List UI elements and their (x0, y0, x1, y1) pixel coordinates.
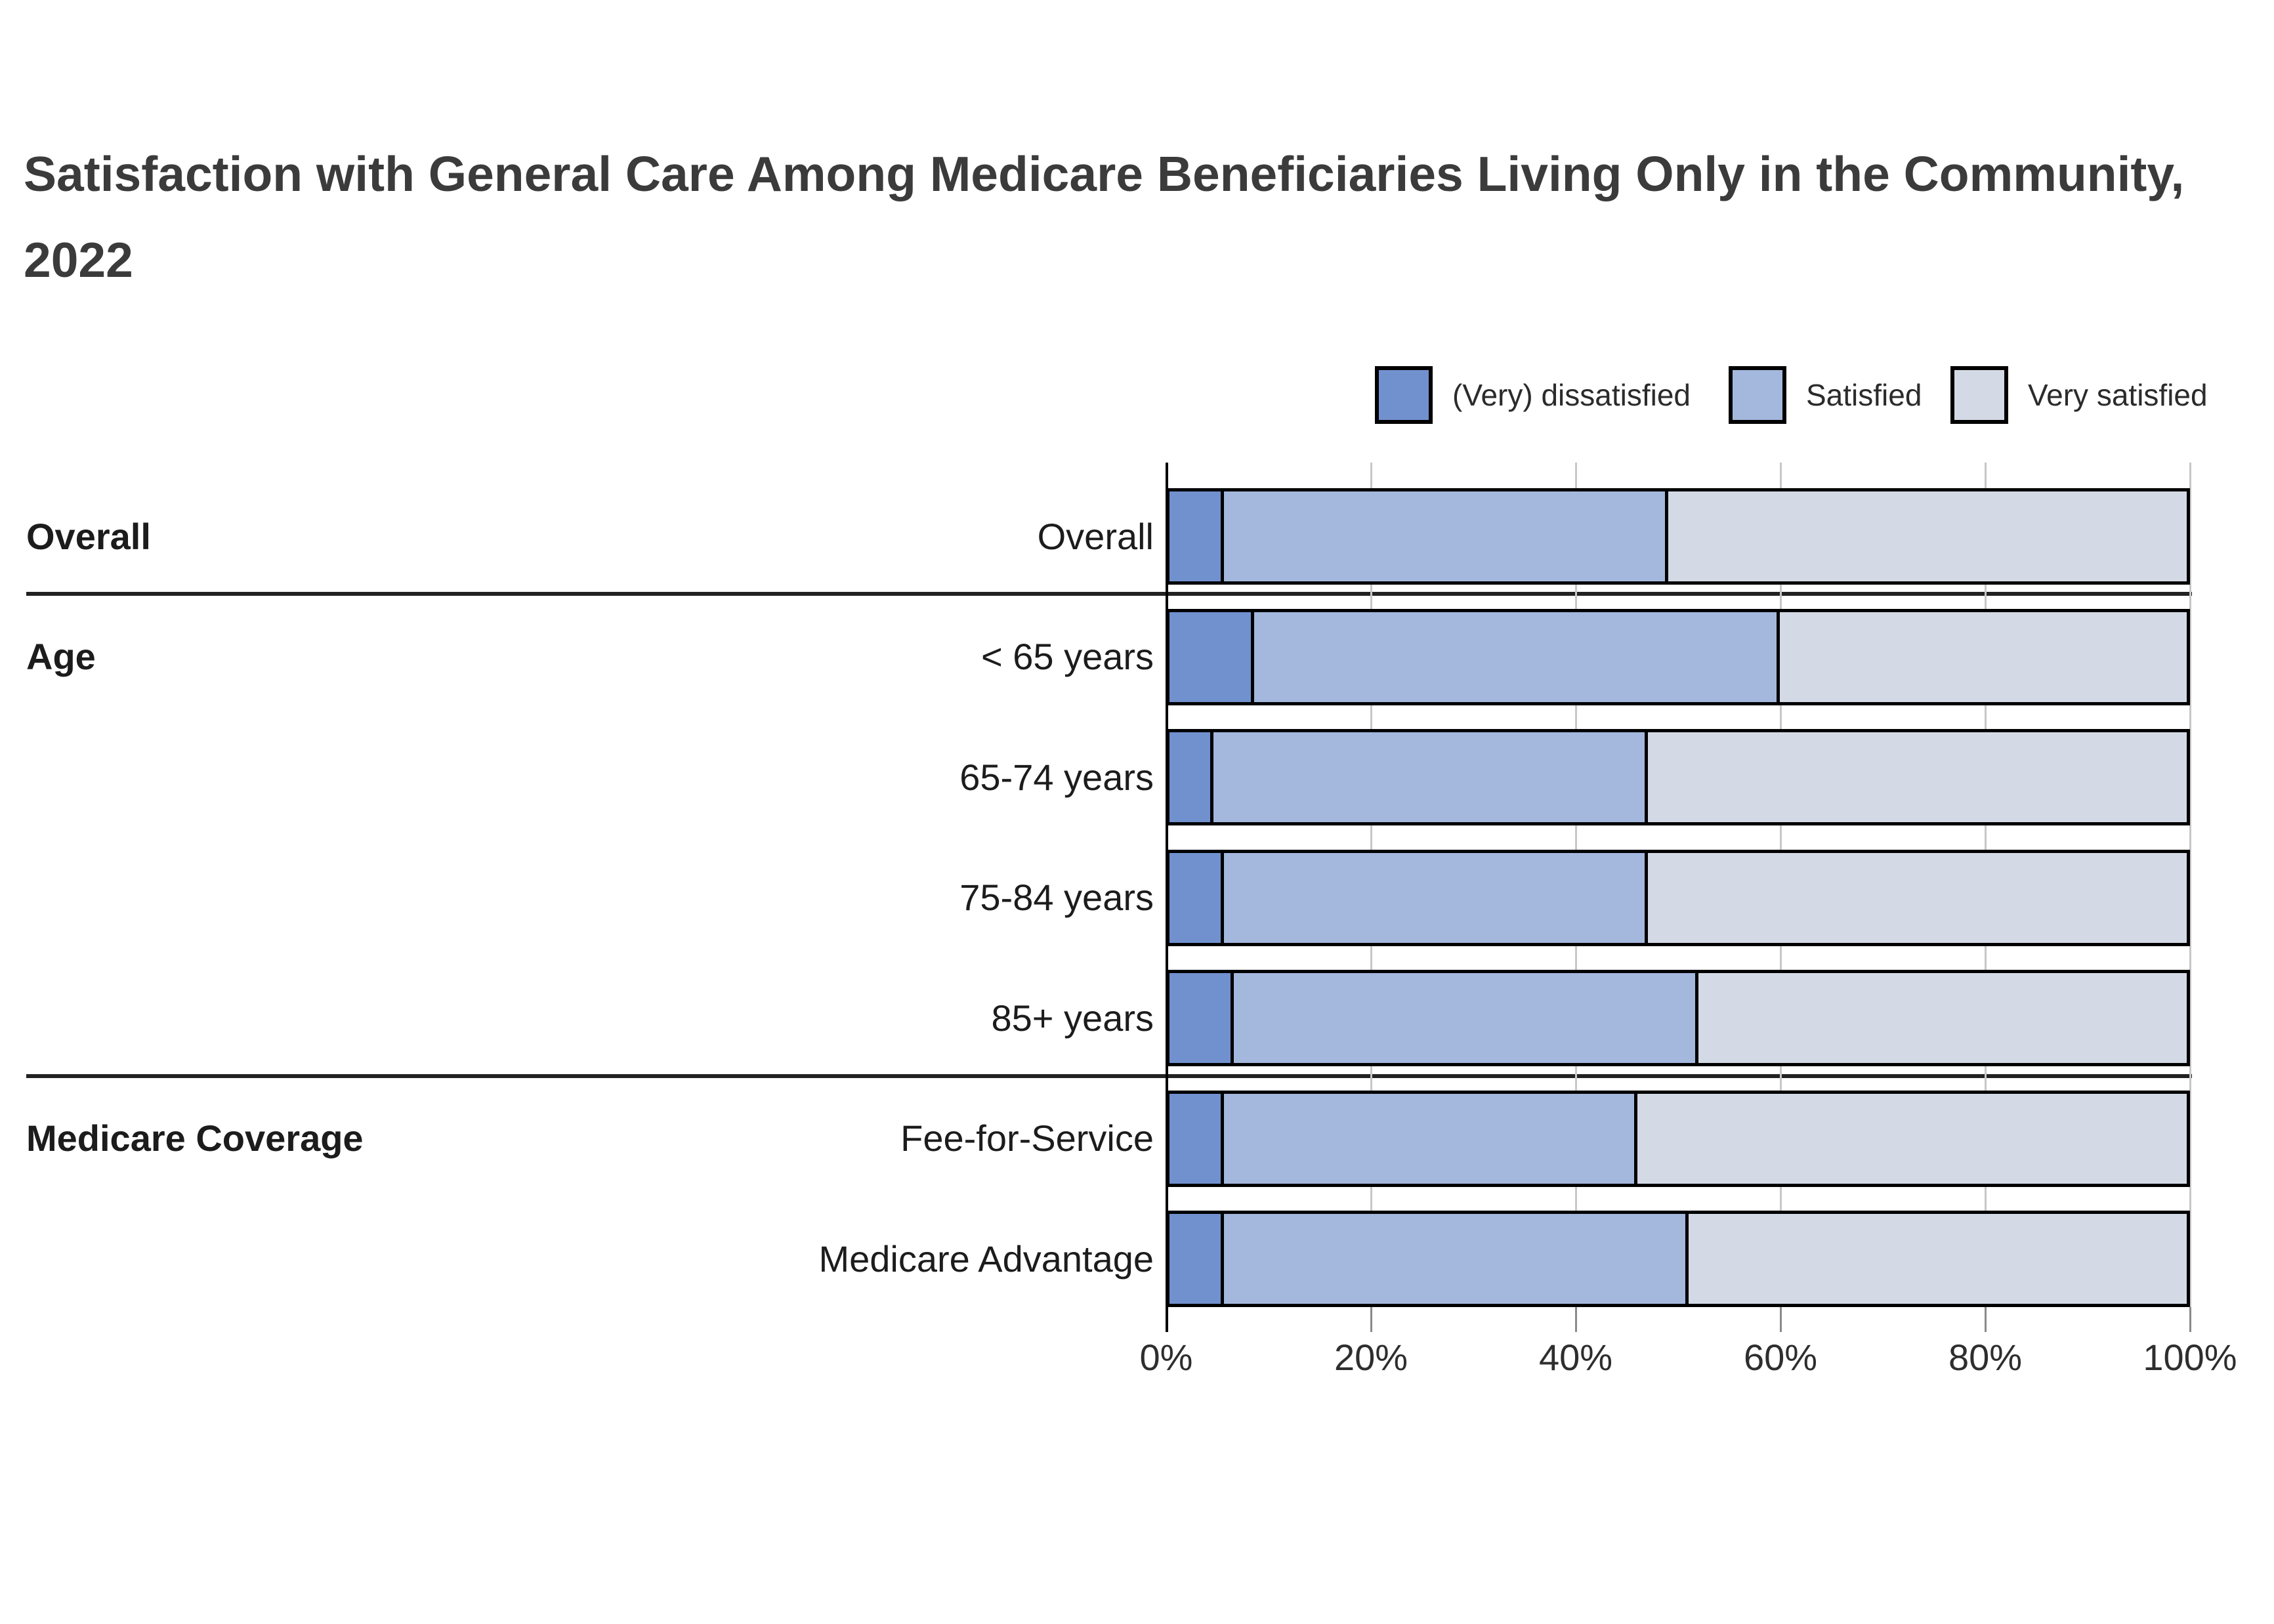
segment-very-satisfied (1637, 1093, 2187, 1184)
plot-area (1166, 463, 2191, 1307)
legend-swatch-icon (1729, 366, 1786, 424)
group-label-overall: Overall (26, 515, 151, 557)
bar--65-years (1166, 608, 2190, 705)
segment-satisfied (1220, 1093, 1637, 1184)
bar-overall (1166, 488, 2190, 585)
axis-tick-label-40: 40% (1538, 1337, 1613, 1378)
row-label-65-74-years: 65-74 years (959, 756, 1154, 798)
segment--very-dissatisfied (1169, 491, 1221, 581)
segment-very-satisfied (1688, 1214, 2187, 1304)
segment-very-satisfied (1668, 491, 2187, 581)
legend-item-satisfied: Satisfied (1729, 366, 1922, 424)
axis-tick-label-20: 20% (1334, 1337, 1408, 1378)
axis-tick-label-0: 0% (1139, 1337, 1193, 1378)
segment-very-satisfied (1647, 852, 2187, 943)
segment-satisfied (1220, 852, 1648, 943)
group-divider-2 (26, 1074, 2192, 1078)
segment-satisfied (1220, 1214, 1689, 1304)
segment-very-satisfied (1780, 612, 2187, 702)
row-label--65-years: < 65 years (980, 636, 1154, 677)
legend-swatch-icon (1375, 366, 1433, 424)
axis-tick-40 (1575, 1307, 1577, 1332)
bar-75-84-years (1166, 849, 2190, 946)
gridline-100 (2189, 463, 2191, 1307)
chart-title: Satisfaction with General Care Among Med… (24, 146, 2185, 288)
bar-85-years (1166, 970, 2190, 1066)
segment-satisfied (1231, 973, 1698, 1063)
segment-satisfied (1210, 732, 1648, 822)
segment-very-satisfied (1698, 973, 2187, 1063)
axis-tick-label-80: 80% (1948, 1337, 2023, 1378)
axis-tick-20 (1370, 1307, 1372, 1332)
segment-satisfied (1251, 612, 1780, 702)
row-label-medicare-advantage: Medicare Advantage (818, 1238, 1154, 1280)
segment--very-dissatisfied (1169, 1093, 1221, 1184)
legend-swatch-icon (1950, 366, 2008, 424)
row-label-85-years: 85+ years (991, 997, 1154, 1039)
axis-tick-60 (1780, 1307, 1782, 1332)
bar-65-74-years (1166, 729, 2190, 825)
group-label-medicare-coverage: Medicare Coverage (26, 1117, 364, 1159)
segment--very-dissatisfied (1169, 612, 1251, 702)
segment-satisfied (1220, 491, 1668, 581)
group-label-age: Age (26, 636, 96, 677)
row-label-75-84-years: 75-84 years (959, 877, 1154, 918)
legend-item--very-dissatisfied: (Very) dissatisfied (1375, 366, 1691, 424)
segment--very-dissatisfied (1169, 973, 1231, 1063)
axis-tick-label-100: 100% (2143, 1337, 2237, 1378)
legend-item-very-satisfied: Very satisfied (1950, 366, 2208, 424)
axis-tick-80 (1985, 1307, 1987, 1332)
row-label-overall: Overall (1037, 515, 1154, 557)
row-label-fee-for-service: Fee-for-Service (900, 1117, 1154, 1159)
axis-tick-label-60: 60% (1743, 1337, 1818, 1378)
legend-label: (Very) dissatisfied (1452, 378, 1691, 412)
group-divider-1 (26, 592, 2192, 596)
segment--very-dissatisfied (1169, 852, 1221, 943)
segment-very-satisfied (1647, 732, 2187, 822)
bar-fee-for-service (1166, 1090, 2190, 1187)
axis-tick-0 (1166, 1307, 1168, 1332)
axis-tick-100 (2189, 1307, 2191, 1332)
y-axis-line (1166, 463, 1168, 1307)
legend-label: Very satisfied (2028, 378, 2208, 412)
segment--very-dissatisfied (1169, 1214, 1221, 1304)
bar-medicare-advantage (1166, 1211, 2190, 1307)
segment--very-dissatisfied (1169, 732, 1210, 822)
legend-label: Satisfied (1806, 378, 1922, 412)
